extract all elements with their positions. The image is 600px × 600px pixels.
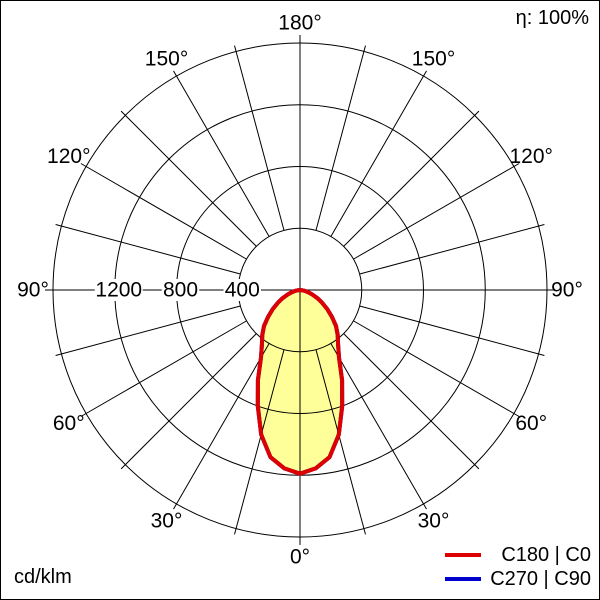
grid-spoke	[55, 224, 241, 275]
curve-c180-c0	[255, 288, 345, 476]
legend: C180 | C0 C270 | C90	[445, 543, 591, 591]
legend-item-c270-c90: C270 | C90	[445, 567, 591, 591]
grid-spoke	[120, 110, 257, 247]
radial-tick-label-1200: 1200	[95, 279, 142, 302]
units-label: cd/klm	[14, 566, 72, 588]
angle-label-90-left: 90°	[17, 279, 49, 302]
angle-label-30: 30°	[418, 510, 450, 533]
grid-spoke	[330, 343, 427, 510]
grid-spoke	[353, 163, 520, 260]
radial-tick-label-400: 400	[225, 279, 260, 302]
grid-spoke	[234, 45, 285, 231]
grid-spoke	[359, 305, 545, 356]
radial-tick-label-800: 800	[163, 279, 198, 302]
grid-spoke	[173, 343, 270, 510]
grid-spoke	[80, 320, 247, 417]
grid-spoke	[55, 305, 241, 356]
radial-tick-bg	[161, 279, 200, 301]
angle-label-60: 60°	[515, 412, 547, 435]
angle-label-0: 0°	[290, 546, 310, 569]
grid-spoke	[359, 224, 545, 275]
grid-spoke	[173, 70, 270, 237]
grid-spoke	[315, 349, 366, 535]
radial-tick-bg	[94, 279, 143, 301]
grid-spoke	[80, 163, 247, 260]
radial-tick-bg	[223, 279, 261, 301]
angle-label-150-left: 150°	[145, 47, 188, 70]
angle-label-90: 90°	[551, 279, 583, 302]
angle-label-120: 120°	[510, 145, 553, 168]
angle-label-150: 150°	[412, 47, 455, 70]
angle-label-60-left: 60°	[53, 412, 85, 435]
efficiency-label: η: 100%	[515, 7, 589, 29]
legend-label-c270-c90: C270 | C90	[490, 567, 591, 590]
legend-label-c180-c0: C180 | C0	[501, 543, 591, 566]
grid-spoke	[343, 333, 480, 470]
legend-line-blue	[445, 577, 481, 581]
grid-spoke	[315, 45, 366, 231]
angle-label-30-left: 30°	[151, 510, 183, 533]
angle-label-180: 180°	[278, 12, 321, 35]
legend-line-red	[445, 553, 481, 557]
grid-spoke	[234, 349, 285, 535]
grid-spoke	[343, 110, 480, 247]
legend-item-c180-c0: C180 | C0	[445, 543, 591, 567]
angle-label-120-left: 120°	[47, 145, 90, 168]
grid-spoke	[120, 333, 257, 470]
grid-spoke	[353, 320, 520, 417]
grid-spoke	[330, 70, 427, 237]
